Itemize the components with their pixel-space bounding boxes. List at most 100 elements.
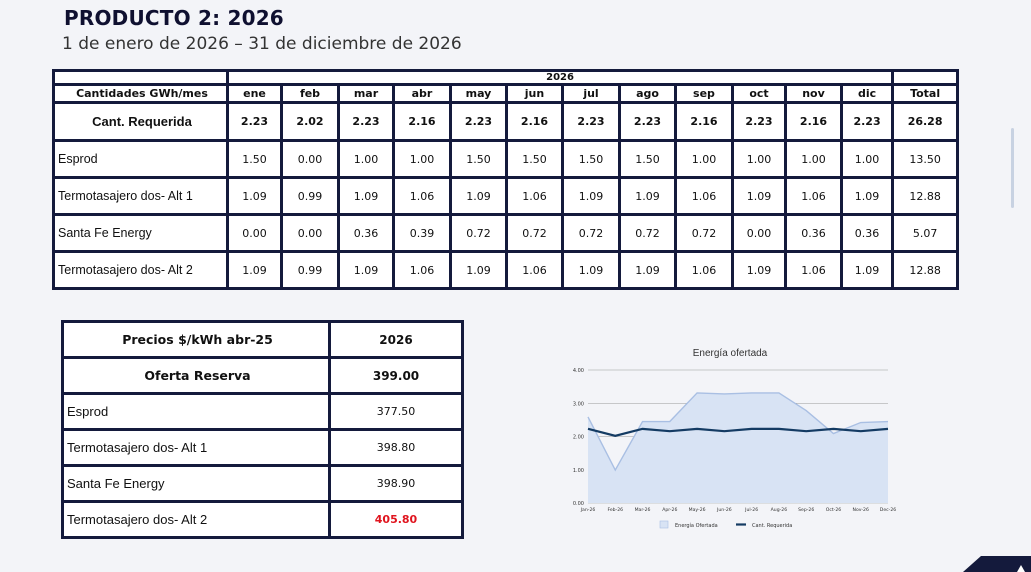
price-row-label: Termotasajero dos- Alt 1 [63,430,330,466]
total-cell: 12.88 [893,178,958,215]
year-header: 2026 [228,71,893,85]
value-cell: 2.23 [451,103,507,141]
price-value: 399.00 [330,358,463,394]
blank-cell [54,71,228,85]
value-cell: 1.00 [733,141,786,178]
price-value: 398.90 [330,466,463,502]
y-tick-label: 0.00 [573,501,584,507]
x-tick-label: Sep-26 [798,507,814,513]
month-header: oct [733,85,786,103]
value-cell: 0.99 [282,252,339,289]
month-header: nov [786,85,842,103]
row-label: Termotasajero dos- Alt 2 [54,252,228,289]
month-header: sep [676,85,733,103]
x-tick-label: Nov-26 [853,507,869,513]
total-header: Total [893,85,958,103]
row-label: Cant. Requerida [54,103,228,141]
value-cell: 2.23 [620,103,676,141]
price-value: 405.80 [330,502,463,538]
value-cell: 0.36 [842,215,893,252]
value-cell: 2.23 [733,103,786,141]
month-header: ene [228,85,282,103]
value-cell: 1.06 [394,252,451,289]
logo-corner-shape [945,552,1031,572]
value-cell: 2.23 [842,103,893,141]
value-cell: 2.16 [676,103,733,141]
total-cell: 5.07 [893,215,958,252]
value-cell: 2.16 [394,103,451,141]
month-header: feb [282,85,339,103]
row-label: Termotasajero dos- Alt 1 [54,178,228,215]
month-header: mar [339,85,394,103]
value-cell: 1.06 [507,178,563,215]
value-cell: 1.09 [451,178,507,215]
total-cell: 13.50 [893,141,958,178]
value-cell: 1.00 [676,141,733,178]
y-tick-label: 3.00 [573,401,584,407]
value-cell: 1.09 [733,252,786,289]
quantities-header: Cantidades GWh/mes [54,85,228,103]
price-row-label: Esprod [63,394,330,430]
x-tick-label: Jul-26 [744,507,758,513]
area-energia-ofertada [588,393,888,503]
month-header: abr [394,85,451,103]
value-cell: 0.72 [563,215,620,252]
value-cell: 1.06 [676,252,733,289]
row-label: Santa Fe Energy [54,215,228,252]
value-cell: 1.09 [563,252,620,289]
y-tick-label: 1.00 [573,468,584,474]
price-row-label: Oferta Reserva [63,358,330,394]
price-value: 398.80 [330,430,463,466]
value-cell: 1.09 [842,252,893,289]
value-cell: 0.39 [394,215,451,252]
value-cell: 1.06 [394,178,451,215]
page-subtitle: 1 de enero de 2026 – 31 de diciembre de … [62,34,462,54]
x-tick-label: Mar-26 [635,507,651,513]
value-cell: 1.00 [339,141,394,178]
price-row-label: Termotasajero dos- Alt 2 [63,502,330,538]
x-tick-label: Feb-26 [607,507,623,513]
value-cell: 0.00 [282,141,339,178]
y-tick-label: 4.00 [573,368,584,374]
chart-title: Energía ofertada [693,348,768,359]
month-header: jul [563,85,620,103]
total-cell: 12.88 [893,252,958,289]
value-cell: 1.50 [228,141,282,178]
x-tick-label: Aug-26 [771,507,788,513]
value-cell: 0.00 [228,215,282,252]
x-tick-label: May-26 [689,507,706,513]
value-cell: 1.09 [620,178,676,215]
value-cell: 0.72 [676,215,733,252]
value-cell: 1.09 [228,252,282,289]
legend-label-energia-ofertada: Energía Ofertada [675,522,718,529]
value-cell: 2.23 [563,103,620,141]
x-tick-label: Jan-26 [580,507,596,513]
value-cell: 1.00 [394,141,451,178]
value-cell: 1.09 [563,178,620,215]
value-cell: 1.09 [451,252,507,289]
year-header-row: 2026 [54,71,958,85]
value-cell: 1.06 [507,252,563,289]
value-cell: 1.09 [620,252,676,289]
value-cell: 0.72 [620,215,676,252]
value-cell: 1.00 [842,141,893,178]
x-tick-label: Jun-26 [716,507,732,513]
x-tick-label: Apr-26 [662,507,677,513]
price-header-year: 2026 [330,322,463,358]
blank-cell [893,71,958,85]
value-cell: 2.23 [228,103,282,141]
page-title: PRODUCTO 2: 2026 [64,6,284,30]
scroll-indicator[interactable] [1011,128,1014,208]
energy-offered-chart: Energía ofertada0.001.002.003.004.00Jan-… [560,340,910,540]
month-header: ago [620,85,676,103]
legend-label-cant-requerida: Cant. Requerida [752,523,792,529]
